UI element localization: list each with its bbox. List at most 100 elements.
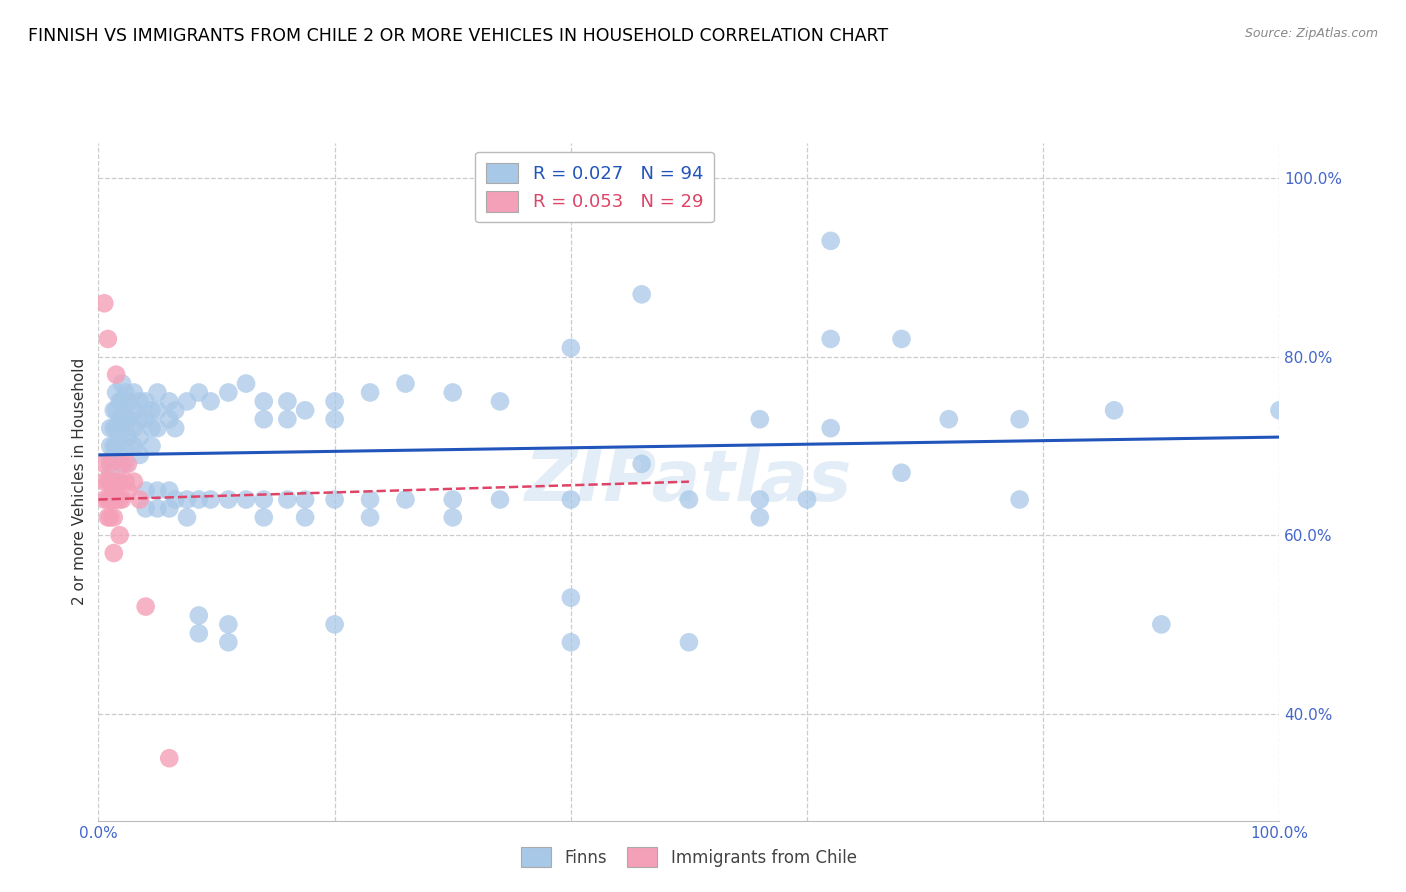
Point (108, 412, 131, 426)
Point (105, 492, 128, 507)
Point (105, 421, 128, 435)
Point (441, 492, 464, 507)
Point (200, 492, 222, 507)
Point (103, 475, 125, 489)
Point (114, 385, 136, 400)
Point (489, 492, 512, 507)
Point (441, 385, 464, 400)
Point (128, 394, 150, 409)
Point (748, 510, 770, 524)
Point (1008, 492, 1031, 507)
Point (323, 412, 346, 426)
Point (135, 599, 157, 614)
Point (122, 439, 145, 453)
Point (323, 617, 346, 632)
Point (820, 234, 842, 248)
Point (97, 332, 120, 346)
Point (114, 457, 136, 471)
Point (135, 483, 157, 498)
Point (105, 439, 128, 453)
Point (117, 457, 139, 471)
Point (187, 626, 209, 640)
Point (276, 394, 298, 409)
Point (128, 412, 150, 426)
Point (748, 492, 770, 507)
Point (359, 492, 381, 507)
Point (103, 439, 125, 453)
Point (235, 492, 257, 507)
Point (98, 466, 121, 480)
Point (294, 510, 316, 524)
Point (217, 492, 239, 507)
Point (103, 546, 125, 560)
Point (489, 394, 512, 409)
Point (114, 421, 136, 435)
Point (157, 501, 180, 516)
Point (253, 492, 276, 507)
Point (122, 385, 145, 400)
Point (105, 475, 128, 489)
Point (117, 430, 139, 444)
Point (108, 492, 131, 507)
Point (103, 510, 125, 524)
Point (98, 452, 121, 467)
Point (135, 412, 157, 426)
Point (114, 403, 136, 417)
Point (276, 492, 298, 507)
Point (890, 332, 912, 346)
Point (157, 394, 180, 409)
Point (98, 421, 121, 435)
Point (111, 457, 134, 471)
Point (103, 403, 125, 417)
Point (103, 492, 125, 507)
Point (323, 394, 346, 409)
Point (157, 412, 180, 426)
Point (146, 483, 169, 498)
Point (176, 510, 198, 524)
Point (97, 510, 120, 524)
Point (165, 421, 187, 435)
Point (441, 510, 464, 524)
Point (560, 492, 582, 507)
Point (93, 457, 115, 471)
Point (93, 492, 115, 507)
Point (253, 510, 276, 524)
Point (276, 412, 298, 426)
Point (146, 403, 169, 417)
Point (187, 385, 209, 400)
Point (678, 492, 700, 507)
Point (97, 492, 120, 507)
Point (98, 475, 121, 489)
Point (111, 376, 134, 391)
Point (157, 483, 180, 498)
Point (93, 296, 115, 310)
Point (1268, 403, 1291, 417)
Point (217, 635, 239, 649)
Point (111, 492, 134, 507)
Point (103, 421, 125, 435)
Point (187, 492, 209, 507)
Point (200, 394, 222, 409)
Point (117, 412, 139, 426)
Point (111, 412, 134, 426)
Point (678, 635, 700, 649)
Point (117, 394, 139, 409)
Point (820, 332, 842, 346)
Point (294, 492, 316, 507)
Point (105, 385, 128, 400)
Point (394, 376, 416, 391)
Point (108, 430, 131, 444)
Text: ZIPatlas: ZIPatlas (526, 447, 852, 516)
Point (135, 394, 157, 409)
Point (108, 475, 131, 489)
Point (98, 492, 121, 507)
Point (98, 457, 121, 471)
Point (114, 475, 136, 489)
Point (97, 475, 120, 489)
Point (1102, 403, 1125, 417)
Point (560, 591, 582, 605)
Point (146, 501, 169, 516)
Point (560, 635, 582, 649)
Point (141, 439, 163, 453)
Point (235, 376, 257, 391)
